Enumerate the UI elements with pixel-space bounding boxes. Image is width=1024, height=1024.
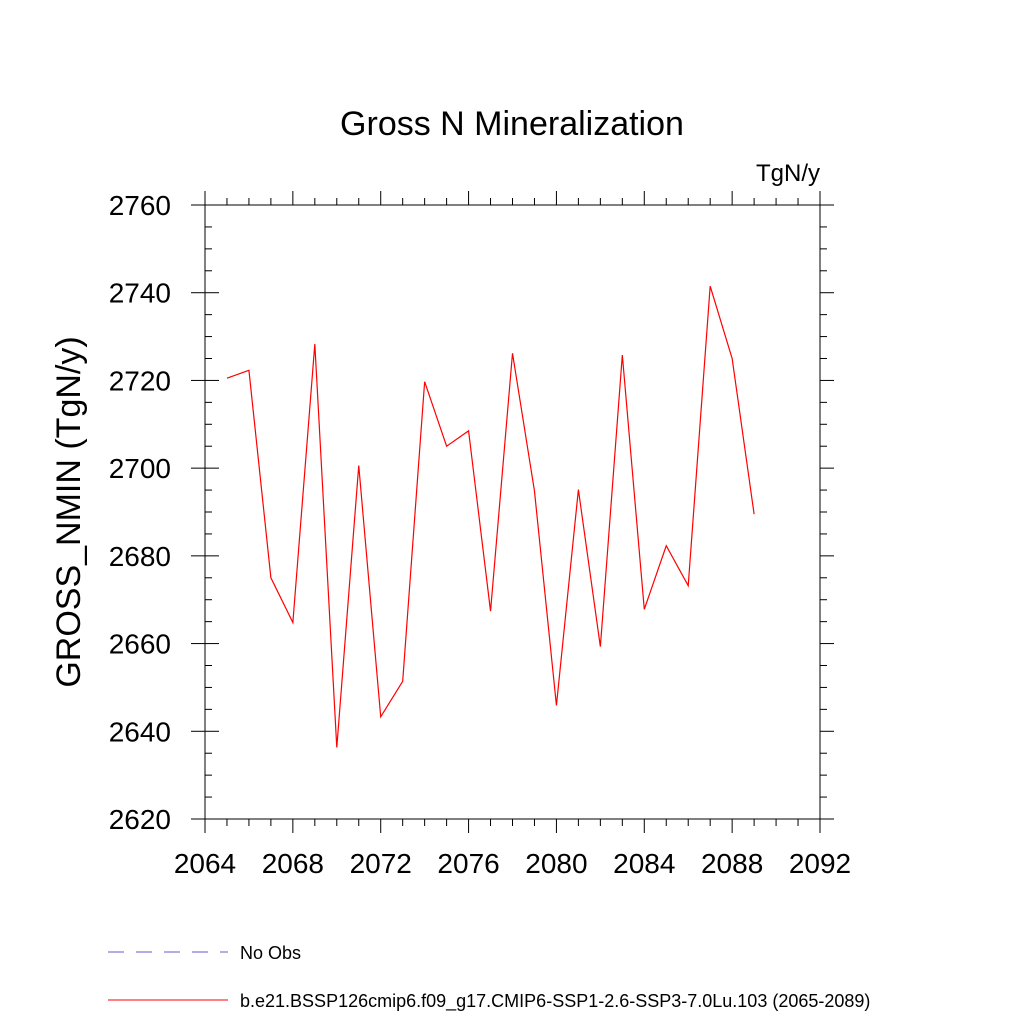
x-tick-label: 2064 [174,848,236,879]
y-tick-labels: 2620 2640 2660 2680 2700 2720 2740 2760 [109,190,171,835]
major-ticks [191,191,834,833]
y-axis-label: GROSS_NMIN (TgN/y) [50,336,88,687]
series-lines [226,285,755,748]
y-tick-label: 2660 [109,629,171,660]
units-label: TgN/y [756,160,820,187]
minor-ticks [205,198,827,826]
y-tick-label: 2620 [109,804,171,835]
legend-label-0: No Obs [240,943,301,963]
y-tick-label: 2680 [109,541,171,572]
y-tick-label: 2700 [109,453,171,484]
x-tick-label: 2072 [350,848,412,879]
y-tick-label: 2760 [109,190,171,221]
x-tick-label: 2084 [613,848,675,879]
legend: No Obs b.e21.BSSP126cmip6.f09_g17.CMIP6-S… [108,943,870,1012]
x-tick-label: 2088 [701,848,763,879]
x-tick-label: 2092 [789,848,851,879]
y-tick-label: 2640 [109,716,171,747]
x-tick-label: 2076 [437,848,499,879]
plot-frame [204,204,821,820]
chart-title: Gross N Mineralization [340,105,684,143]
x-tick-label: 2068 [262,848,324,879]
y-tick-label: 2740 [109,278,171,309]
x-tick-label: 2080 [525,848,587,879]
y-tick-label: 2720 [109,365,171,396]
x-tick-labels: 2064 2068 2072 2076 2080 2084 2088 2092 [174,848,851,879]
legend-label-1: b.e21.BSSP126cmip6.f09_g17.CMIP6-SSP1-2.… [240,991,870,1012]
series-line-1 [226,285,755,748]
